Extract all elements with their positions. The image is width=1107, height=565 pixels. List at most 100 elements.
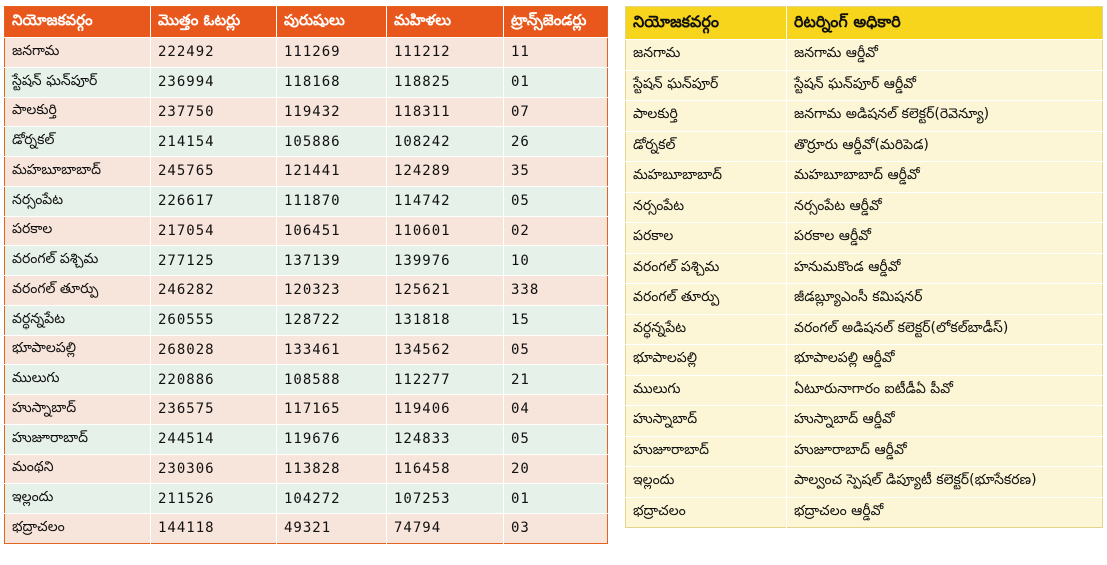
cell-transgender: 05 [503, 423, 608, 454]
table-row: డోర్నకల్ 214154 105886 108242 26 [4, 126, 608, 157]
table-row: హుజూరాబాద్ హుజూరాబాద్ ఆర్డీవో [625, 435, 1103, 467]
table-row: ఇల్లందు 211526 104272 107253 01 [4, 483, 608, 514]
cell-constituency: పాలకుర్తి [625, 100, 787, 131]
table-row: వర్ధన్నపేట వరంగల్ అడిషనల్ కలెక్టర్(లోకల్‌… [625, 313, 1103, 345]
cell-constituency: వరంగల్ తూర్పు [625, 283, 787, 314]
cell-men: 117165 [276, 394, 387, 425]
cell-constituency: భూపాలపల్లి [4, 334, 151, 365]
cell-transgender: 15 [503, 304, 608, 335]
table-row: భూపాలపల్లి భూపాలపల్లి ఆర్డీవో [625, 344, 1103, 375]
cell-women: 110601 [386, 215, 504, 246]
cell-constituency: నర్సంపేట [4, 185, 151, 216]
cell-constituency: ములుగు [4, 364, 151, 395]
table-row: వర్ధన్నపేట 260555 128722 131818 15 [4, 304, 608, 335]
cell-constituency: భద్రాచలం [625, 496, 787, 528]
cell-women: 107253 [386, 483, 504, 514]
cell-constituency: వరంగల్ పశ్చిమ [4, 245, 151, 276]
table-row: హుస్నాబాద్ 236575 117165 119406 04 [4, 394, 608, 425]
table-row: హుస్నాబాద్ హుస్నాబాద్ ఆర్డీవో [625, 405, 1103, 436]
table-row: నర్సంపేట నర్సంపేట ఆర్డీవో [625, 191, 1103, 223]
cell-constituency: నర్సంపేట [625, 191, 787, 223]
table-row: ఇల్లందు పాల్వంచ స్పెషల్ డిప్యూటీ కలెక్టర్… [625, 466, 1103, 497]
cell-total-voters: 244514 [150, 423, 277, 454]
cell-returning-officer: నర్సంపేట ఆర్డీవో [786, 191, 1103, 223]
cell-returning-officer: జనగామ ఆర్డీవో [786, 39, 1103, 70]
table-row: హుజూరాబాద్ 244514 119676 124833 05 [4, 423, 608, 454]
cell-men: 105886 [276, 126, 387, 157]
cell-transgender: 05 [503, 334, 608, 365]
cell-returning-officer: జీడబ్ల్యూఎంసీ కమిషనర్ [786, 283, 1103, 314]
table-row: భద్రాచలం భద్రాచలం ఆర్డీవో [625, 496, 1103, 528]
cell-men: 106451 [276, 215, 387, 246]
cell-women: 139976 [386, 245, 504, 276]
cell-constituency: డోర్నకల్ [4, 126, 151, 157]
cell-constituency: జనగామ [4, 37, 151, 68]
cell-men: 120323 [276, 275, 387, 306]
cell-constituency: మహబూబాబాద్ [625, 161, 787, 192]
cell-total-voters: 211526 [150, 483, 277, 514]
cell-constituency: భద్రాచలం [4, 513, 151, 544]
cell-constituency: వర్ధన్నపేట [4, 304, 151, 335]
cell-men: 121441 [276, 156, 387, 187]
cell-constituency: ఇల్లందు [4, 483, 151, 514]
cell-total-voters: 222492 [150, 37, 277, 68]
cell-constituency: వర్ధన్నపేట [625, 313, 787, 345]
cell-total-voters: 214154 [150, 126, 277, 157]
cell-constituency: హుస్నాబాద్ [625, 405, 787, 436]
cell-women: 118825 [386, 66, 504, 97]
cell-constituency: హుస్నాబాద్ [4, 394, 151, 425]
cell-constituency: భూపాలపల్లి [625, 344, 787, 375]
cell-transgender: 03 [503, 513, 608, 544]
table-row: పరకాల పరకాల ఆర్డీవో [625, 222, 1103, 253]
cell-men: 128722 [276, 304, 387, 335]
cell-returning-officer: జనగామ అడిషనల్ కలెక్టర్(రెవెన్యూ) [786, 100, 1103, 131]
cell-transgender: 20 [503, 453, 608, 484]
cell-returning-officer: ఏటూరునాగారం ఐటీడీఏ పీవో [786, 374, 1103, 406]
cell-transgender: 35 [503, 156, 608, 187]
cell-total-voters: 246282 [150, 275, 277, 306]
cell-constituency: వరంగల్ తూర్పు [4, 275, 151, 306]
cell-transgender: 10 [503, 245, 608, 276]
header-returning-officer: రిటర్నింగ్ అధికారి [786, 6, 1103, 40]
cell-women: 119406 [386, 394, 504, 425]
cell-total-voters: 236575 [150, 394, 277, 425]
cell-men: 113828 [276, 453, 387, 484]
header-transgender: ట్రాన్స్‌జెండర్లు [503, 6, 608, 38]
cell-transgender: 05 [503, 185, 608, 216]
cell-constituency: హుజూరాబాద్ [4, 423, 151, 454]
voters-header-row: నియోజకవర్గం మొత్తం ఓటర్లు పురుషులు మహిళల… [4, 6, 608, 38]
cell-returning-officer: హుజూరాబాద్ ఆర్డీవో [786, 435, 1103, 467]
cell-women: 124833 [386, 423, 504, 454]
cell-constituency: స్టేషన్ ఘన్‌పూర్ [4, 66, 151, 97]
cell-returning-officer: వరంగల్ అడిషనల్ కలెక్టర్(లోకల్‌బాడీస్) [786, 313, 1103, 345]
cell-total-voters: 220886 [150, 364, 277, 395]
table-row: ములుగు 220886 108588 112277 21 [4, 364, 608, 395]
cell-women: 118311 [386, 96, 504, 127]
table-row: పాలకుర్తి జనగామ అడిషనల్ కలెక్టర్(రెవెన్యూ… [625, 100, 1103, 131]
header-constituency: నియోజకవర్గం [4, 6, 151, 38]
cell-transgender: 338 [503, 275, 608, 306]
table-row: స్టేషన్ ఘన్‌పూర్ స్టేషన్ ఘన్‌పూర్ ఆర్డీవో [625, 69, 1103, 101]
cell-transgender: 01 [503, 66, 608, 97]
table-row: జనగామ జనగామ ఆర్డీవో [625, 39, 1103, 70]
cell-constituency: పాలకుర్తి [4, 96, 151, 127]
officers-header-row: నియోజకవర్గం రిటర్నింగ్ అధికారి [625, 6, 1103, 40]
cell-women: 125621 [386, 275, 504, 306]
cell-returning-officer: మహబూబాబాద్ ఆర్డీవో [786, 161, 1103, 192]
table-row: భద్రాచలం 144118 49321 74794 03 [4, 513, 608, 544]
cell-transgender: 01 [503, 483, 608, 514]
table-row: స్టేషన్ ఘన్‌పూర్ 236994 118168 118825 01 [4, 66, 608, 97]
cell-men: 104272 [276, 483, 387, 514]
cell-returning-officer: తొర్రూరు ఆర్డీవో(మరిపెడ) [786, 130, 1103, 162]
cell-constituency: మంథని [4, 453, 151, 484]
cell-men: 137139 [276, 245, 387, 276]
cell-transgender: 11 [503, 37, 608, 68]
cell-constituency: డోర్నకల్ [625, 130, 787, 162]
cell-returning-officer: హనుమకొండ ఆర్డీవో [786, 252, 1103, 284]
cell-returning-officer: హుస్నాబాద్ ఆర్డీవో [786, 405, 1103, 436]
table-row: జనగామ 222492 111269 111212 11 [4, 37, 608, 68]
table-row: పాలకుర్తి 237750 119432 118311 07 [4, 96, 608, 127]
cell-returning-officer: స్టేషన్ ఘన్‌పూర్ ఆర్డీవో [786, 69, 1103, 101]
header-women: మహిళలు [386, 6, 504, 38]
cell-returning-officer: పాల్వంచ స్పెషల్ డిప్యూటీ కలెక్టర్(భూసేకర… [786, 466, 1103, 497]
